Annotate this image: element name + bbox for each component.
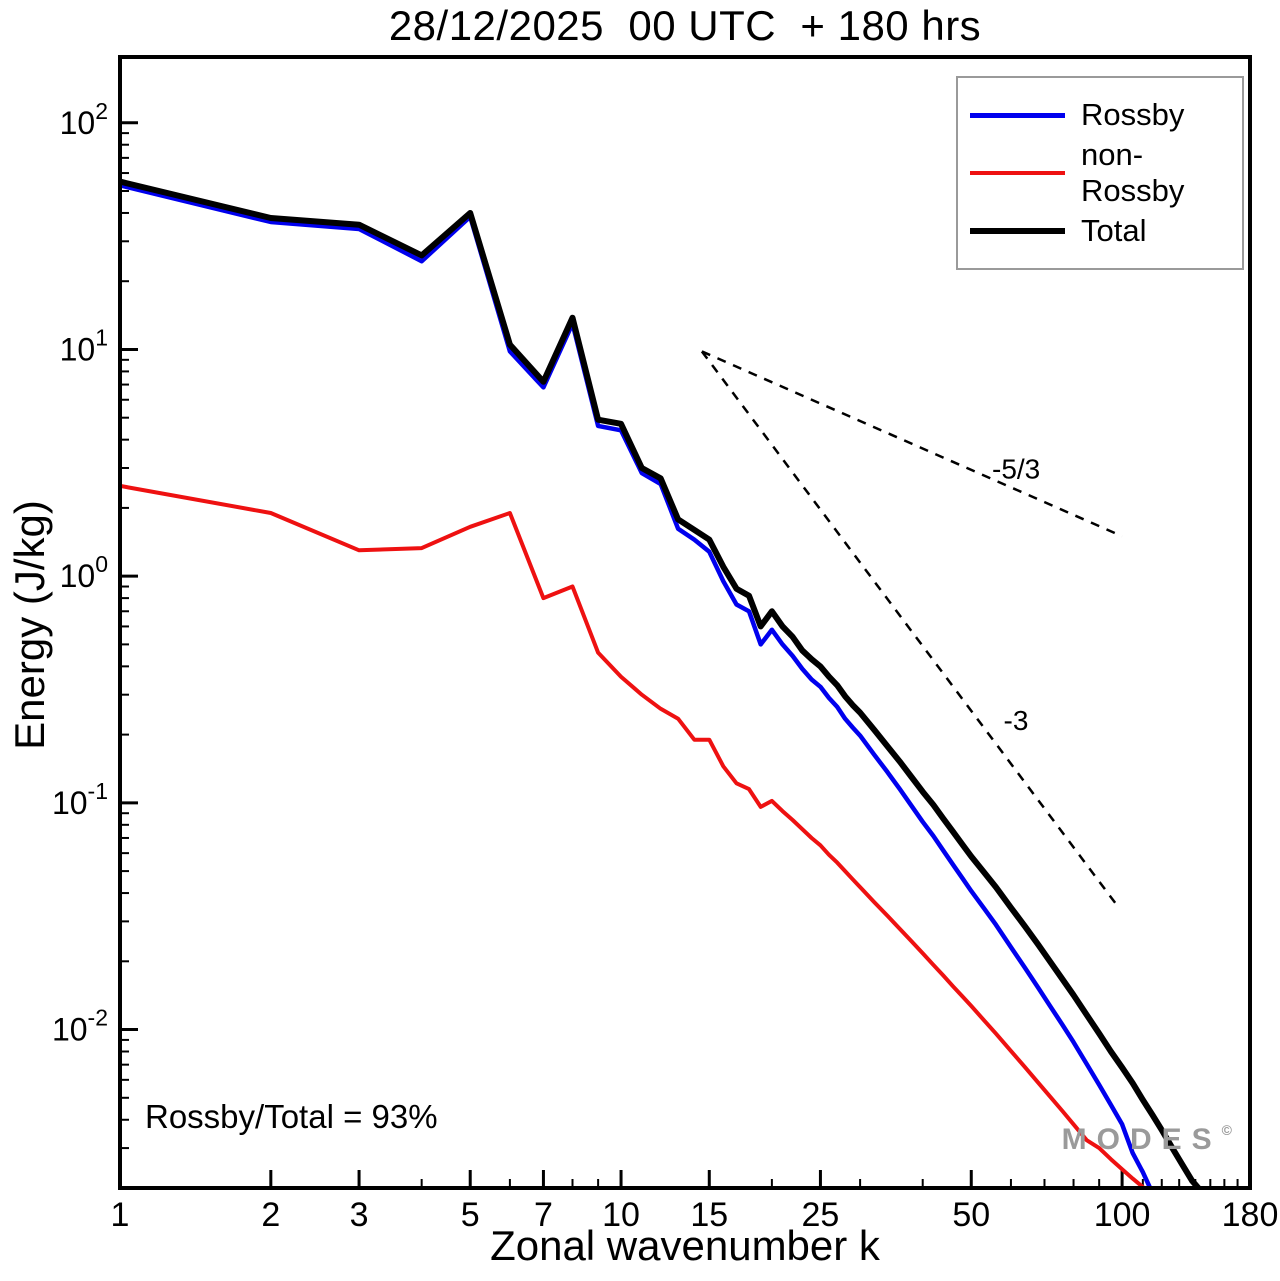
x-tick-label: 180 xyxy=(1222,1196,1279,1234)
x-tick-label: 10 xyxy=(602,1196,640,1234)
non-rossby-line-sample xyxy=(970,171,1065,175)
y-tick-label: 10-2 xyxy=(52,1005,108,1048)
slope-reference-line xyxy=(701,350,1123,538)
x-tick-label: 1 xyxy=(111,1196,130,1234)
legend-item-non-rossby: non-Rossby xyxy=(958,137,1242,208)
copyright-symbol: © xyxy=(1221,1122,1232,1138)
slope-label: -5/3 xyxy=(992,453,1040,484)
modes-watermark-text: MODES xyxy=(1061,1123,1222,1156)
x-tick-label: 100 xyxy=(1094,1196,1151,1234)
y-tick-label: 100 xyxy=(60,551,108,594)
chart-title: 28/12/2025 00 UTC + 180 hrs xyxy=(388,2,982,49)
slope-reference-line xyxy=(700,350,1119,907)
plot-frame xyxy=(118,55,1252,1190)
legend-label-non-rossby: non-Rossby xyxy=(1081,137,1185,208)
x-tick-label: 50 xyxy=(952,1196,990,1234)
x-axis-label: Zonal wavenumber k xyxy=(490,1222,880,1269)
slope-label: -3 xyxy=(1004,705,1029,736)
rossby-total-ratio-label: Rossby/Total = 93% xyxy=(145,1098,438,1135)
total-line-sample xyxy=(970,228,1065,234)
legend-item-total: Total xyxy=(958,202,1242,260)
legend-label-rossby: Rossby xyxy=(1081,97,1185,132)
x-tick-label: 15 xyxy=(690,1196,728,1234)
y-tick-label: 101 xyxy=(60,324,108,367)
x-tick-label: 5 xyxy=(461,1196,480,1234)
y-tick-label: 102 xyxy=(60,98,108,141)
x-tick-label: 25 xyxy=(802,1196,840,1234)
legend-label-total: Total xyxy=(1081,213,1147,248)
modes-watermark: MODES© xyxy=(1062,1122,1232,1157)
rossby-line-sample xyxy=(970,112,1065,118)
x-tick-label: 3 xyxy=(350,1196,369,1234)
series-line-total xyxy=(120,178,1203,1188)
y-tick-label: 10-1 xyxy=(52,778,108,821)
series-line-non-rossby xyxy=(120,483,1148,1188)
x-tick-label: 2 xyxy=(261,1196,280,1234)
legend: Rossby non-Rossby Total xyxy=(956,76,1244,270)
x-tick-label: 7 xyxy=(534,1196,553,1234)
legend-item-rossby: Rossby xyxy=(958,86,1242,144)
